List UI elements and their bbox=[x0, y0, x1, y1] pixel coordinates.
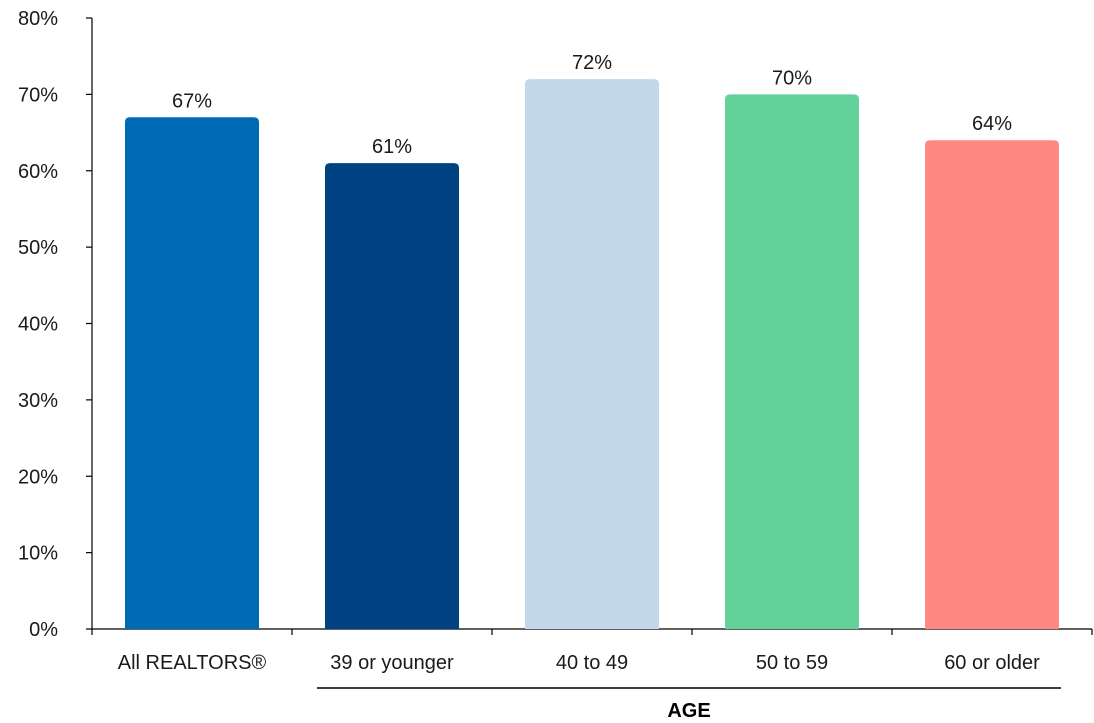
y-tick-label: 0% bbox=[29, 619, 58, 641]
x-axis bbox=[91, 628, 1093, 635]
x-tick-label: 39 or younger bbox=[330, 652, 454, 674]
bar bbox=[525, 79, 659, 630]
value-labels: 67% 61% 72% 70% 64% bbox=[172, 52, 1012, 158]
data-label: 64% bbox=[972, 113, 1012, 135]
x-tick-label: 40 to 49 bbox=[556, 652, 628, 674]
data-label: 67% bbox=[172, 90, 212, 112]
bars bbox=[125, 79, 1059, 630]
age-group: AGE bbox=[317, 687, 1061, 722]
y-tick-label: 50% bbox=[18, 237, 58, 259]
y-tick-label: 10% bbox=[18, 543, 58, 565]
bar bbox=[125, 117, 259, 629]
y-tick-label: 80% bbox=[18, 8, 58, 30]
y-axis: 0% 10% 20% 30% 40% 50% 60% 70% 80% bbox=[18, 8, 93, 641]
y-tick-label: 40% bbox=[18, 314, 58, 336]
group-label: AGE bbox=[667, 700, 710, 722]
bar bbox=[325, 163, 459, 630]
y-tick-label: 60% bbox=[18, 161, 58, 183]
y-tick-label: 70% bbox=[18, 84, 58, 106]
x-tick-label: All REALTORS® bbox=[118, 652, 267, 674]
data-label: 70% bbox=[772, 67, 812, 89]
data-label: 61% bbox=[372, 136, 412, 158]
category-labels: All REALTORS® 39 or younger 40 to 49 50 to … bbox=[118, 652, 1040, 674]
bar bbox=[725, 94, 859, 629]
data-label: 72% bbox=[572, 52, 612, 74]
y-tick-label: 30% bbox=[18, 390, 58, 412]
y-tick-label: 20% bbox=[18, 466, 58, 488]
bar bbox=[925, 140, 1059, 629]
x-tick-label: 60 or older bbox=[944, 652, 1040, 674]
x-tick-label: 50 to 59 bbox=[756, 652, 828, 674]
